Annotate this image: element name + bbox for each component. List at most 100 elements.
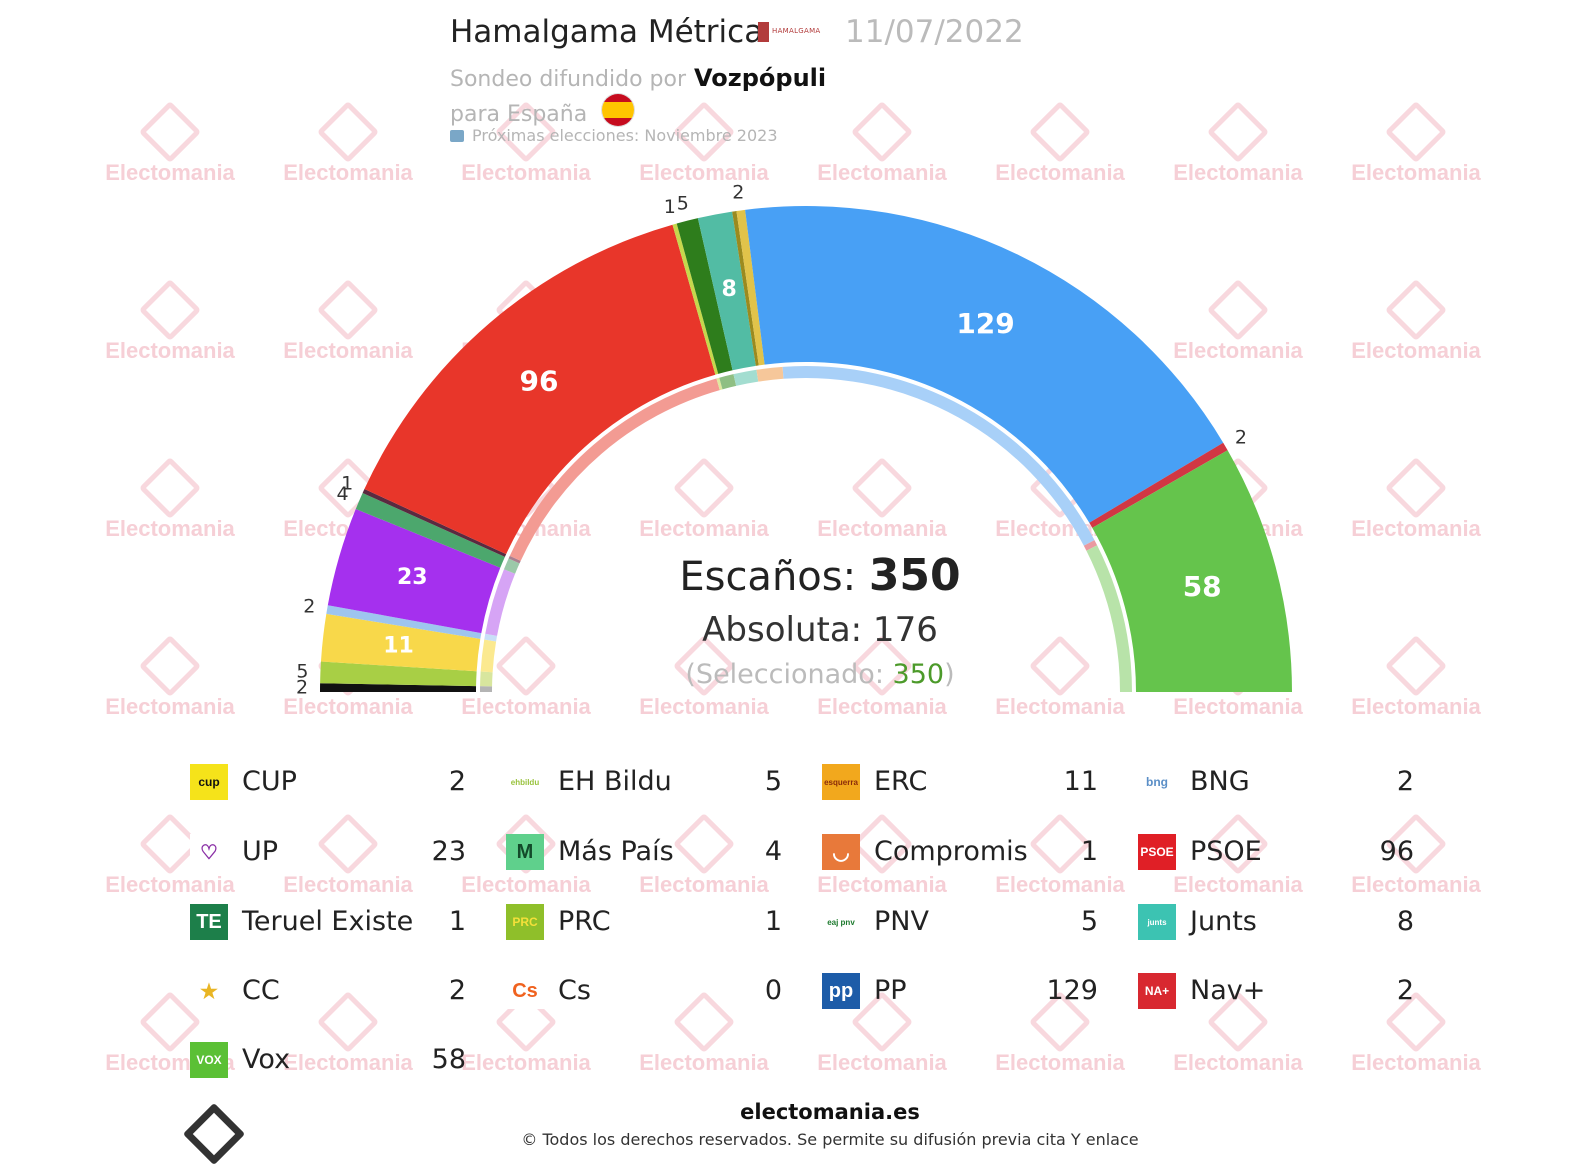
- legend-item-vox[interactable]: VOX Vox 58: [190, 1038, 480, 1082]
- legend-item-up[interactable]: ♡ UP 23: [190, 830, 480, 874]
- m-s-pa-s-logo-icon: M: [506, 834, 544, 870]
- next-elections: Próximas elecciones: Noviembre 2023: [450, 126, 778, 145]
- seats-total-line: Escaños: 350: [679, 550, 961, 601]
- inner-segment-6: [508, 555, 521, 564]
- legend-item-cs[interactable]: Cs Cs 0: [506, 969, 796, 1013]
- legend-item-pnv[interactable]: eaj pnv PNV 5: [822, 900, 1112, 944]
- legend-item-compromis[interactable]: ◡ Compromis 1: [822, 830, 1112, 874]
- legend-party-name: PNV: [874, 906, 929, 937]
- seat-segment-eh-bildu[interactable]: [320, 661, 477, 687]
- legend-party-name: Teruel Existe: [242, 906, 414, 937]
- region-label: para España: [450, 102, 588, 127]
- up-logo-icon: ♡: [190, 834, 228, 870]
- inner-segment-13: [1083, 540, 1098, 551]
- junts-logo-icon: junts: [1138, 904, 1176, 940]
- ballot-box-icon: [450, 130, 464, 142]
- poll-header: Hamalgama Métrica HAMALGAMA 11/07/2022 S…: [450, 12, 1150, 152]
- seat-segment-teruel-existe[interactable]: [672, 223, 719, 375]
- seat-segment-pnv[interactable]: [676, 218, 733, 374]
- inner-segment-14: [1086, 545, 1132, 692]
- erc-logo-icon: esquerra: [822, 764, 860, 800]
- pollster-logo: HAMALGAMA: [758, 20, 820, 46]
- inner-segment-2: [480, 639, 497, 673]
- party-legend: cup CUP 2 ehbildu EH Bildu 5 esquerra ERC 11 bng B…: [190, 760, 1490, 1100]
- sponsor-line: Sondeo difundido por Vozpópuli: [450, 64, 826, 92]
- legend-party-seats: 2: [448, 766, 466, 797]
- legend-party-name: PRC: [558, 906, 611, 937]
- bng-logo-icon: bng: [1138, 764, 1176, 800]
- seat-segment-erc[interactable]: [320, 613, 481, 672]
- seat-segment-m-s-pa-s[interactable]: [355, 492, 505, 568]
- legend-party-name: ERC: [874, 766, 928, 797]
- legend-item-erc[interactable]: esquerra ERC 11: [822, 760, 1112, 804]
- legend-party-seats: 129: [1046, 975, 1098, 1006]
- legend-party-name: PSOE: [1190, 836, 1262, 867]
- seat-summary: Escaños: 350 Absoluta: 176 (Seleccionado…: [660, 548, 980, 695]
- legend-party-name: CC: [242, 975, 280, 1006]
- legend-item-bng[interactable]: bng BNG 2: [1138, 760, 1428, 804]
- inner-segment-5: [503, 558, 520, 574]
- legend-party-seats: 2: [1396, 766, 1414, 797]
- seat-segment-cc[interactable]: [736, 209, 765, 366]
- legend-item-teruel-existe[interactable]: TE Teruel Existe 1: [190, 900, 480, 944]
- legend-party-name: BNG: [1190, 766, 1250, 797]
- seat-label-pnv: 5: [677, 192, 689, 214]
- legend-item-cc[interactable]: ★ CC 2: [190, 969, 480, 1013]
- legend-party-name: Nav+: [1190, 975, 1266, 1006]
- inner-segment-4: [485, 569, 516, 636]
- seat-segment-psoe[interactable]: [364, 224, 716, 555]
- legend-party-seats: 23: [431, 836, 466, 867]
- legend-party-name: Más País: [558, 836, 674, 867]
- legend-party-seats: 58: [431, 1044, 466, 1075]
- seat-segment-compromis[interactable]: [362, 489, 507, 557]
- legend-item-cup[interactable]: cup CUP 2: [190, 760, 480, 804]
- legend-party-seats: 5: [1080, 906, 1098, 937]
- legend-item-m-s-pa-s[interactable]: M Más País 4: [506, 830, 796, 874]
- legend-item-eh-bildu[interactable]: ehbildu EH Bildu 5: [506, 760, 796, 804]
- legend-item-nav[interactable]: NA+ Nav+ 2: [1138, 969, 1428, 1013]
- legend-item-psoe[interactable]: PSOE PSOE 96: [1138, 830, 1428, 874]
- pollster-name: Hamalgama Métrica: [450, 14, 764, 50]
- eh-bildu-logo-icon: ehbildu: [506, 764, 544, 800]
- seat-segment-bng[interactable]: [326, 605, 482, 639]
- seat-label-cup: 2: [296, 676, 308, 698]
- legend-item-pp[interactable]: pp PP 129: [822, 969, 1112, 1013]
- selected-line: (Seleccionado: 350): [685, 659, 955, 690]
- seat-segment-pp[interactable]: [745, 206, 1224, 523]
- seat-label-up: 23: [397, 565, 428, 590]
- seat-label-teruel-existe: 1: [664, 196, 676, 218]
- seat-segment-junts[interactable]: [697, 211, 756, 371]
- seat-label-psoe: 96: [520, 364, 559, 397]
- seat-segment-vox[interactable]: [1092, 450, 1292, 692]
- prc-logo-icon: PRC: [506, 904, 544, 940]
- cs-logo-icon: Cs: [506, 973, 544, 1009]
- seat-label-m-s-pa-s: 4: [337, 483, 349, 505]
- legend-item-prc[interactable]: PRC PRC 1: [506, 900, 796, 944]
- inner-segment-7: [509, 378, 720, 561]
- footer-site[interactable]: electomania.es: [740, 1100, 920, 1124]
- legend-party-name: UP: [242, 836, 279, 867]
- seat-label-cc: 2: [732, 182, 744, 204]
- legend-party-seats: 1: [448, 906, 466, 937]
- selected-value: 350: [892, 659, 945, 690]
- inner-segment-11: [756, 366, 784, 382]
- seat-segment-up[interactable]: [327, 509, 501, 634]
- legend-item-junts[interactable]: junts Junts 8: [1138, 900, 1428, 944]
- seat-segment-cup[interactable]: [320, 683, 477, 692]
- legend-party-seats: 2: [1396, 975, 1414, 1006]
- footer-rights: © Todos los derechos reservados. Se perm…: [521, 1130, 1139, 1149]
- legend-party-name: Compromis: [874, 836, 1028, 867]
- majority-line: Absoluta: 176: [702, 610, 938, 650]
- seat-label-pp: 129: [956, 307, 1014, 340]
- seat-label-erc: 11: [383, 634, 414, 659]
- seat-label-nav: 2: [1235, 426, 1247, 448]
- legend-party-seats: 4: [764, 836, 782, 867]
- legend-party-seats: 0: [764, 975, 782, 1006]
- seat-segment-nav[interactable]: [1089, 442, 1228, 528]
- seat-segment-prc[interactable]: [732, 211, 759, 366]
- seats-total: 350: [868, 550, 961, 601]
- seat-label-compromis: 1: [341, 473, 353, 495]
- inner-segment-9: [719, 374, 737, 390]
- inner-segment-8: [716, 377, 723, 391]
